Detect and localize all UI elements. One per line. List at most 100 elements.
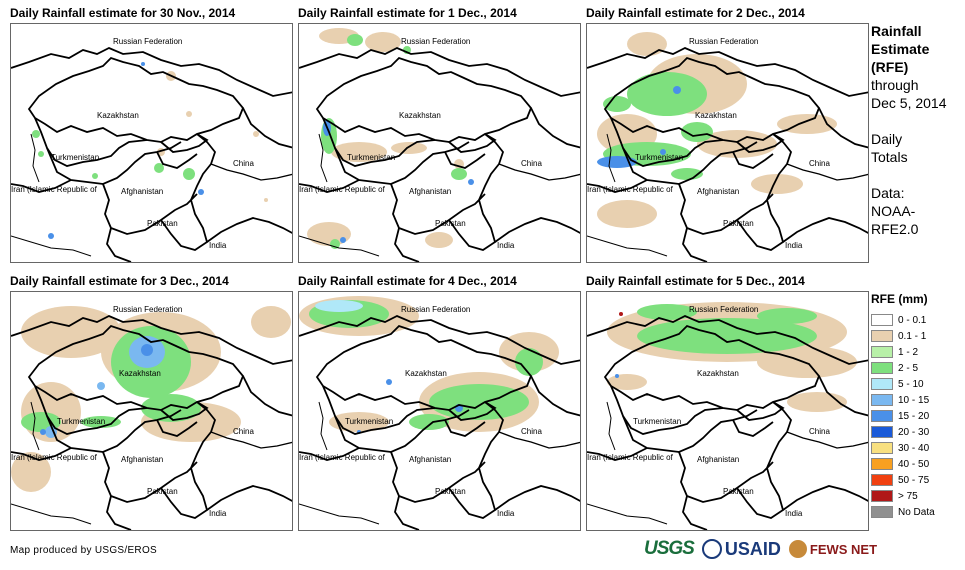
label-india: India — [785, 241, 803, 250]
label-kazakhstan: Kazakhstan — [405, 369, 447, 378]
legend-swatch — [871, 426, 893, 438]
panel-30-nov: Daily Rainfall estimate for 30 Nov., 201… — [10, 6, 293, 263]
panel-4-dec: Daily Rainfall estimate for 4 Dec., 2014… — [298, 274, 581, 531]
legend-swatch — [871, 330, 893, 342]
label-afghanistan: Afghanistan — [121, 187, 163, 196]
legend-label: 1 - 2 — [898, 346, 919, 358]
label-china: China — [521, 427, 542, 436]
legend-swatch — [871, 394, 893, 406]
label-kazakhstan: Kazakhstan — [399, 111, 441, 120]
panel-3-dec: Daily Rainfall estimate for 3 Dec., 2014… — [10, 274, 293, 531]
label-iran: Iran (Islamic Republic of — [11, 185, 98, 194]
label-turkmenistan: Turkmenistan — [51, 153, 99, 162]
legend-swatch — [871, 506, 893, 518]
legend-item: 40 - 50 — [871, 456, 935, 472]
label-turkmenistan: Turkmenistan — [635, 153, 683, 162]
label-iran: Iran (Islamic Republic of — [587, 185, 674, 194]
label-pakistan: Pakistan — [147, 219, 178, 228]
label-afghanistan: Afghanistan — [697, 187, 739, 196]
rainfall-map: Russian Federation Kazakhstan Turkmenist… — [10, 291, 293, 531]
legend-item: 30 - 40 — [871, 440, 935, 456]
logos: USGS USAID FEWS NET — [644, 538, 877, 560]
legend-swatch — [871, 346, 893, 358]
label-afghanistan: Afghanistan — [121, 455, 163, 464]
legend-swatch — [871, 410, 893, 422]
legend-item: 5 - 10 — [871, 376, 935, 392]
legend-item: No Data — [871, 504, 935, 520]
label-kazakhstan: Kazakhstan — [97, 111, 139, 120]
data-label: Data: — [871, 185, 905, 201]
legend-item: 20 - 30 — [871, 424, 935, 440]
label-india: India — [209, 241, 227, 250]
label-iran: Iran (Islamic Republic of — [299, 185, 386, 194]
legend-item: 15 - 20 — [871, 408, 935, 424]
usgs-logo: USGS — [644, 538, 695, 559]
heading-rainfall: Rainfall — [871, 23, 922, 39]
panel-2-dec: Daily Rainfall estimate for 2 Dec., 2014… — [586, 6, 869, 263]
legend-swatch — [871, 442, 893, 454]
panel-5-dec: Daily Rainfall estimate for 5 Dec., 2014… — [586, 274, 869, 531]
heading-estimate: Estimate — [871, 41, 930, 57]
label-russia: Russian Federation — [113, 37, 182, 46]
usaid-logo: USAID — [724, 538, 781, 559]
legend-item: 0.1 - 1 — [871, 328, 935, 344]
legend-swatch — [871, 458, 893, 470]
legend-label: 15 - 20 — [898, 410, 930, 422]
label-china: China — [809, 159, 830, 168]
panel-1-dec: Daily Rainfall estimate for 1 Dec., 2014… — [298, 6, 581, 263]
label-turkmenistan: Turkmenistan — [633, 417, 681, 426]
legend-label: > 75 — [898, 490, 918, 502]
panel-title: Daily Rainfall estimate for 30 Nov., 201… — [10, 6, 236, 20]
legend-label: 0 - 0.1 — [898, 314, 927, 326]
label-china: China — [521, 159, 542, 168]
label-turkmenistan: Turkmenistan — [347, 153, 395, 162]
label-iran: Iran (Islamic Republic of — [587, 453, 674, 462]
legend-swatch — [871, 490, 893, 502]
legend-label: 50 - 75 — [898, 474, 930, 486]
legend-label: 40 - 50 — [898, 458, 930, 470]
through-date: Dec 5, 2014 — [871, 95, 947, 111]
heading-rfe: (RFE) — [871, 59, 909, 75]
label-india: India — [497, 509, 515, 518]
legend-label: No Data — [898, 506, 935, 518]
through-text: through — [871, 77, 919, 93]
label-china: China — [809, 427, 830, 436]
label-afghanistan: Afghanistan — [409, 455, 451, 464]
label-russia: Russian Federation — [689, 37, 758, 46]
legend-label: 5 - 10 — [898, 378, 924, 390]
label-india: India — [209, 509, 227, 518]
legend-swatch — [871, 314, 893, 326]
totals-text: Totals — [871, 149, 908, 165]
label-turkmenistan: Turkmenistan — [345, 417, 393, 426]
label-india: India — [497, 241, 515, 250]
legend-item: 1 - 2 — [871, 344, 935, 360]
label-russia: Russian Federation — [689, 305, 758, 314]
panel-title: Daily Rainfall estimate for 4 Dec., 2014 — [298, 274, 517, 288]
legend-swatch — [871, 378, 893, 390]
map-credit: Map produced by USGS/EROS — [10, 545, 158, 556]
label-afghanistan: Afghanistan — [697, 455, 739, 464]
label-afghanistan: Afghanistan — [409, 187, 451, 196]
label-pakistan: Pakistan — [435, 219, 466, 228]
rainfall-map: Russian Federation Kazakhstan Turkmenist… — [298, 23, 581, 263]
label-kazakhstan: Kazakhstan — [119, 369, 161, 378]
sidebar-info: Rainfall Estimate (RFE) through Dec 5, 2… — [871, 22, 965, 238]
label-iran: Iran (Islamic Republic of — [299, 453, 386, 462]
label-turkmenistan: Turkmenistan — [57, 417, 105, 426]
legend-swatch — [871, 362, 893, 374]
label-russia: Russian Federation — [113, 305, 182, 314]
usaid-seal-icon — [701, 539, 722, 559]
daily-text: Daily — [871, 131, 903, 147]
label-pakistan: Pakistan — [435, 487, 466, 496]
legend-label: 10 - 15 — [898, 394, 930, 406]
data-source-1: NOAA- — [871, 203, 916, 219]
rainfall-map: Russian Federation Kazakhstan Turkmenist… — [586, 23, 869, 263]
fews-globe-icon — [788, 540, 807, 558]
panel-title: Daily Rainfall estimate for 3 Dec., 2014 — [10, 274, 229, 288]
legend-label: 20 - 30 — [898, 426, 930, 438]
label-pakistan: Pakistan — [723, 219, 754, 228]
data-source-2: RFE2.0 — [871, 221, 919, 237]
legend-item: 50 - 75 — [871, 472, 935, 488]
rainfall-map: Russian Federation Kazakhstan Turkmenist… — [586, 291, 869, 531]
legend: 0 - 0.1 0.1 - 1 1 - 2 2 - 5 5 - 10 10 - 15 15 … — [871, 312, 935, 520]
